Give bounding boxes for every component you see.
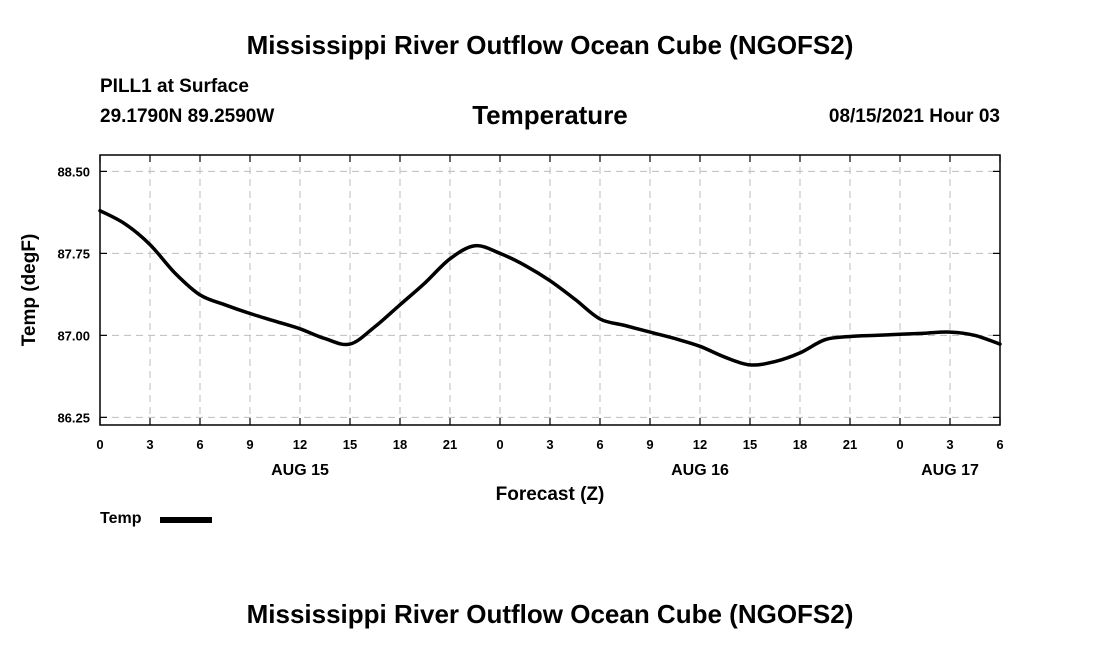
x-axis-title: Forecast (Z)	[496, 484, 605, 505]
x-tick-label: 0	[96, 437, 103, 452]
x-tick-label: 6	[196, 437, 203, 452]
x-tick-label: 3	[546, 437, 553, 452]
x-tick-label: 21	[843, 437, 857, 452]
x-tick-label: 0	[896, 437, 903, 452]
x-tick-label: 3	[946, 437, 953, 452]
tick-layer: 0 3 6 9 12 15 18 21 0 3 6 9 12 15 18 21 0 3 6 86.25 87.00 87.…	[57, 155, 1004, 479]
x-tick-label: 15	[343, 437, 357, 452]
x-tick-label: 18	[793, 437, 807, 452]
y-tick-label: 87.75	[57, 246, 90, 261]
x-tick-label: 12	[293, 437, 307, 452]
station-coordinates: 29.1790N 89.2590W	[100, 106, 275, 127]
chart-main-title: Mississippi River Outflow Ocean Cube (NG…	[246, 30, 854, 60]
grid-layer	[100, 155, 1000, 425]
y-tick-label: 86.25	[57, 410, 90, 425]
x-tick-label: 6	[996, 437, 1003, 452]
x-tick-label: 18	[393, 437, 407, 452]
x-date-label: AUG 17	[921, 462, 979, 479]
x-date-label: AUG 16	[671, 462, 729, 479]
station-label: PILL1 at Surface	[100, 76, 249, 97]
legend-label: Temp	[100, 510, 142, 527]
x-tick-label: 6	[596, 437, 603, 452]
x-tick-label: 21	[443, 437, 457, 452]
x-tick-label: 9	[646, 437, 653, 452]
x-date-label: AUG 15	[271, 462, 329, 479]
x-tick-label: 3	[146, 437, 153, 452]
x-tick-label: 0	[496, 437, 503, 452]
x-tick-label: 15	[743, 437, 757, 452]
y-tick-label: 87.00	[57, 328, 90, 343]
chart-subtitle: Temperature	[472, 100, 628, 130]
footer-title: Mississippi River Outflow Ocean Cube (NG…	[246, 599, 854, 629]
x-tick-label: 9	[246, 437, 253, 452]
y-axis-title: Temp (degF)	[19, 234, 40, 347]
x-tick-label: 12	[693, 437, 707, 452]
forecast-datetime: 08/15/2021 Hour 03	[828, 106, 1000, 127]
y-tick-label: 88.50	[57, 164, 90, 179]
legend-line-swatch	[160, 517, 212, 523]
temp-series-line	[98, 208, 1002, 367]
